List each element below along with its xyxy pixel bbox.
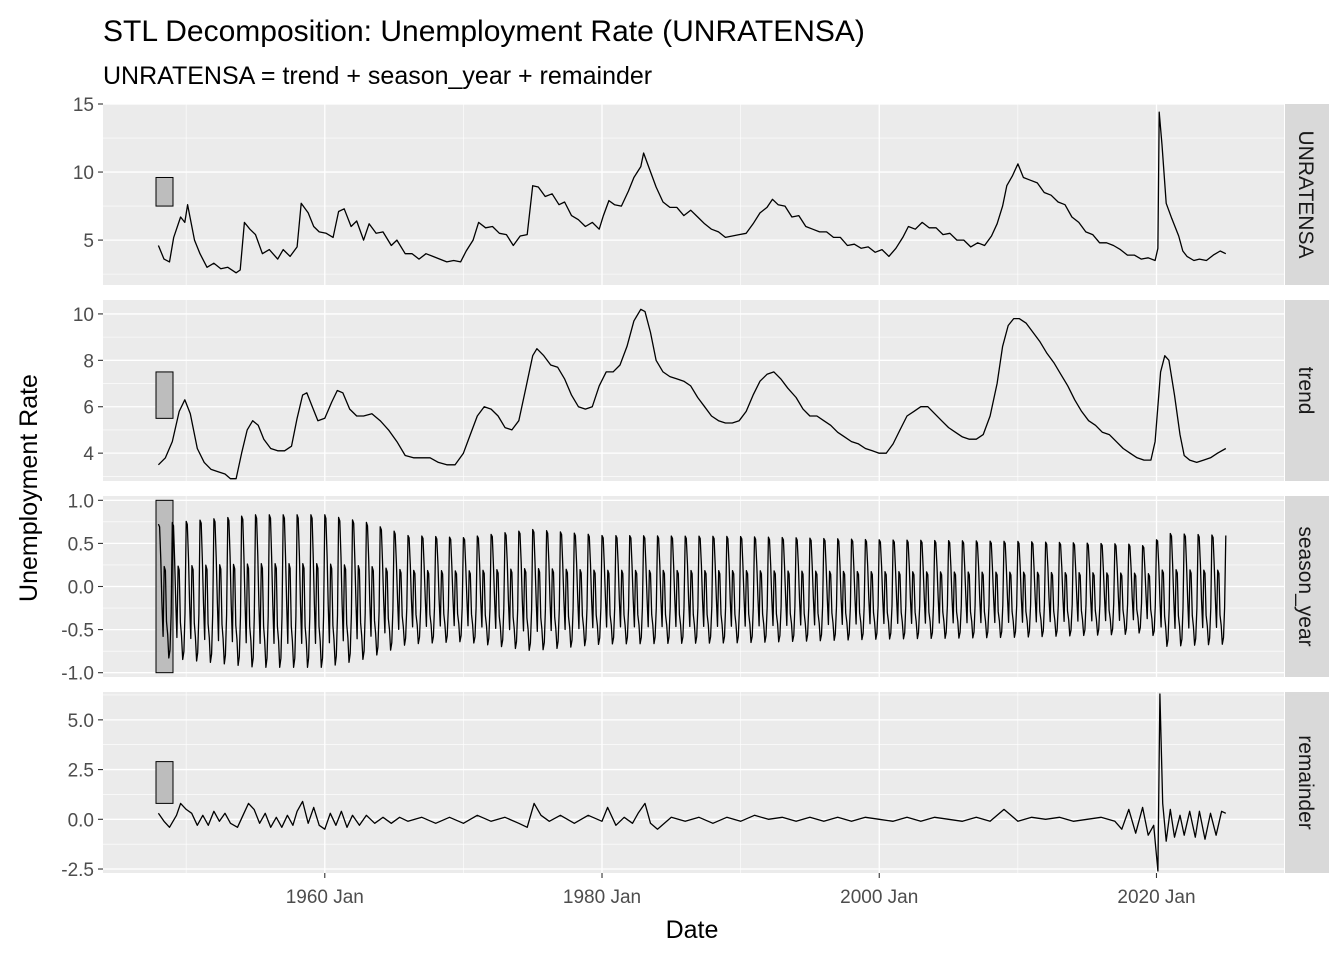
y-tick-label: 10 xyxy=(73,163,94,184)
panel-background xyxy=(103,104,1284,285)
y-tick-label: 1.0 xyxy=(68,491,94,512)
panel-background xyxy=(103,692,1284,873)
panel-season-year: -1.0 -0.5 0.0 0.5 1.0 season_year xyxy=(61,491,1329,685)
y-tick-label: -2.5 xyxy=(61,860,94,881)
panel-trend: 4 6 8 10 trend xyxy=(73,300,1329,481)
scale-range-bar xyxy=(155,371,174,419)
facet-panels: 5 10 15 UNRATENSA 4 6 8 10 trend -1.0 -0.5 0.0 0.5 1.… xyxy=(61,95,1329,881)
chart-subtitle: UNRATENSA = trend + season_year + remain… xyxy=(103,62,652,90)
strip-background xyxy=(1285,300,1329,481)
x-tick-label: 2000 Jan xyxy=(840,887,918,908)
y-tick-label: 4 xyxy=(83,444,94,465)
chart-title: STL Decomposition: Unemployment Rate (UN… xyxy=(103,15,865,48)
strip-label-unratensa: UNRATENSA xyxy=(1294,131,1317,259)
y-tick-label: 10 xyxy=(73,305,94,326)
x-tick-label: 1980 Jan xyxy=(563,887,641,908)
y-tick-label: 2.5 xyxy=(68,761,94,782)
scale-range-bar xyxy=(155,176,174,207)
x-tick-label: 1960 Jan xyxy=(286,887,364,908)
y-tick-label: 5.0 xyxy=(68,711,94,732)
y-tick-label: 0.0 xyxy=(68,810,94,831)
strip-background xyxy=(1285,692,1329,873)
x-tick-label: 2020 Jan xyxy=(1117,887,1195,908)
y-tick-label: 0.0 xyxy=(68,578,94,599)
y-tick-label: 8 xyxy=(83,351,94,372)
strip-label-season-year: season_year xyxy=(1294,526,1317,646)
y-tick-label: 15 xyxy=(73,95,94,116)
scale-range-bar xyxy=(155,761,174,804)
panel-unratensa: 5 10 15 UNRATENSA xyxy=(73,95,1329,285)
y-axis-title: Unemployment Rate xyxy=(15,374,43,602)
y-tick-label: -1.0 xyxy=(61,664,94,685)
strip-label-remainder: remainder xyxy=(1294,735,1317,830)
series-line-remainder xyxy=(157,693,1227,872)
strip-background xyxy=(1285,104,1329,285)
series-line-unratensa xyxy=(157,111,1227,274)
strip-label-trend: trend xyxy=(1294,367,1317,415)
y-tick-label: 0.5 xyxy=(68,534,94,555)
panel-remainder: -2.5 0.0 2.5 5.0 remainder xyxy=(61,692,1329,881)
y-tick-label: 5 xyxy=(83,231,94,252)
x-axis: 1960 Jan 1980 Jan 2000 Jan 2020 Jan xyxy=(286,873,1196,908)
strip-background xyxy=(1285,496,1329,677)
x-axis-title: Date xyxy=(666,916,719,944)
y-tick-label: -0.5 xyxy=(61,621,94,642)
y-tick-label: 6 xyxy=(83,398,94,419)
series-line-trend xyxy=(157,308,1227,480)
series-line-season-year xyxy=(157,514,1227,668)
